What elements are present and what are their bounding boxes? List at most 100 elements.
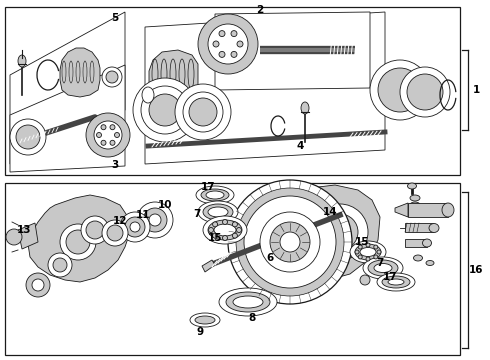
Text: 3: 3	[111, 160, 119, 170]
Ellipse shape	[203, 204, 233, 220]
Circle shape	[48, 253, 72, 277]
Circle shape	[232, 222, 237, 227]
Text: 6: 6	[267, 253, 273, 263]
Polygon shape	[60, 48, 100, 97]
Circle shape	[60, 224, 96, 260]
Text: 16: 16	[469, 265, 483, 275]
Circle shape	[10, 119, 46, 155]
Bar	[408, 203, 448, 217]
Circle shape	[260, 212, 320, 272]
Ellipse shape	[226, 292, 270, 312]
Ellipse shape	[382, 276, 410, 288]
Ellipse shape	[203, 216, 247, 244]
Circle shape	[125, 217, 145, 237]
Circle shape	[26, 273, 50, 297]
Ellipse shape	[208, 207, 228, 217]
Ellipse shape	[355, 244, 381, 260]
Circle shape	[86, 221, 104, 239]
Polygon shape	[18, 223, 38, 249]
Ellipse shape	[142, 87, 154, 103]
Circle shape	[107, 225, 123, 241]
Circle shape	[16, 125, 40, 149]
Circle shape	[219, 31, 225, 37]
Circle shape	[209, 228, 214, 233]
Bar	[405, 223, 433, 232]
Ellipse shape	[18, 55, 26, 67]
Circle shape	[322, 214, 358, 250]
Ellipse shape	[198, 201, 238, 223]
Circle shape	[6, 229, 22, 245]
Circle shape	[378, 68, 422, 112]
Circle shape	[120, 212, 150, 242]
Circle shape	[102, 220, 128, 246]
Text: 7: 7	[376, 258, 384, 268]
Text: 2: 2	[256, 5, 264, 15]
Circle shape	[130, 222, 140, 232]
Circle shape	[228, 180, 352, 304]
Circle shape	[219, 51, 225, 57]
Circle shape	[270, 222, 310, 262]
Ellipse shape	[206, 191, 224, 199]
Circle shape	[232, 233, 237, 238]
Circle shape	[102, 67, 122, 87]
Circle shape	[143, 208, 167, 232]
Polygon shape	[149, 50, 198, 100]
Text: 14: 14	[323, 207, 337, 217]
Text: 12: 12	[113, 216, 127, 226]
Circle shape	[355, 250, 359, 254]
Ellipse shape	[219, 288, 277, 316]
Polygon shape	[395, 203, 408, 217]
Circle shape	[101, 140, 106, 145]
Circle shape	[370, 60, 430, 120]
Ellipse shape	[426, 261, 434, 266]
Circle shape	[374, 255, 378, 259]
Polygon shape	[10, 12, 125, 164]
Ellipse shape	[350, 241, 386, 263]
Text: 9: 9	[196, 327, 203, 337]
Polygon shape	[145, 12, 385, 164]
Circle shape	[133, 78, 197, 142]
Circle shape	[400, 67, 450, 117]
Text: 7: 7	[194, 209, 201, 219]
Ellipse shape	[360, 248, 376, 256]
Text: 10: 10	[158, 200, 172, 210]
Polygon shape	[292, 185, 380, 280]
Circle shape	[110, 125, 115, 130]
Polygon shape	[248, 184, 340, 260]
Polygon shape	[215, 12, 370, 90]
Circle shape	[198, 14, 258, 74]
Circle shape	[231, 31, 237, 37]
Polygon shape	[10, 65, 125, 172]
Circle shape	[183, 92, 223, 132]
Circle shape	[237, 228, 242, 233]
Circle shape	[175, 84, 231, 140]
Circle shape	[213, 233, 218, 238]
Circle shape	[189, 98, 217, 126]
Circle shape	[366, 243, 370, 247]
Circle shape	[32, 279, 44, 291]
Circle shape	[106, 71, 118, 83]
Circle shape	[94, 121, 122, 149]
Circle shape	[141, 86, 189, 134]
Circle shape	[407, 74, 443, 110]
Ellipse shape	[422, 239, 432, 247]
Ellipse shape	[208, 220, 242, 240]
Ellipse shape	[190, 313, 220, 327]
Circle shape	[208, 24, 248, 64]
Text: 5: 5	[111, 13, 119, 23]
Ellipse shape	[408, 183, 416, 189]
Ellipse shape	[377, 273, 415, 291]
Circle shape	[280, 232, 300, 252]
Circle shape	[236, 188, 344, 296]
Text: 17: 17	[383, 272, 397, 282]
Circle shape	[237, 41, 243, 47]
Circle shape	[53, 258, 67, 272]
Circle shape	[374, 245, 378, 249]
Circle shape	[312, 204, 368, 260]
Circle shape	[115, 132, 120, 138]
Ellipse shape	[195, 316, 215, 324]
Circle shape	[222, 235, 227, 240]
Ellipse shape	[201, 189, 229, 201]
Circle shape	[97, 132, 101, 138]
Ellipse shape	[410, 202, 420, 208]
